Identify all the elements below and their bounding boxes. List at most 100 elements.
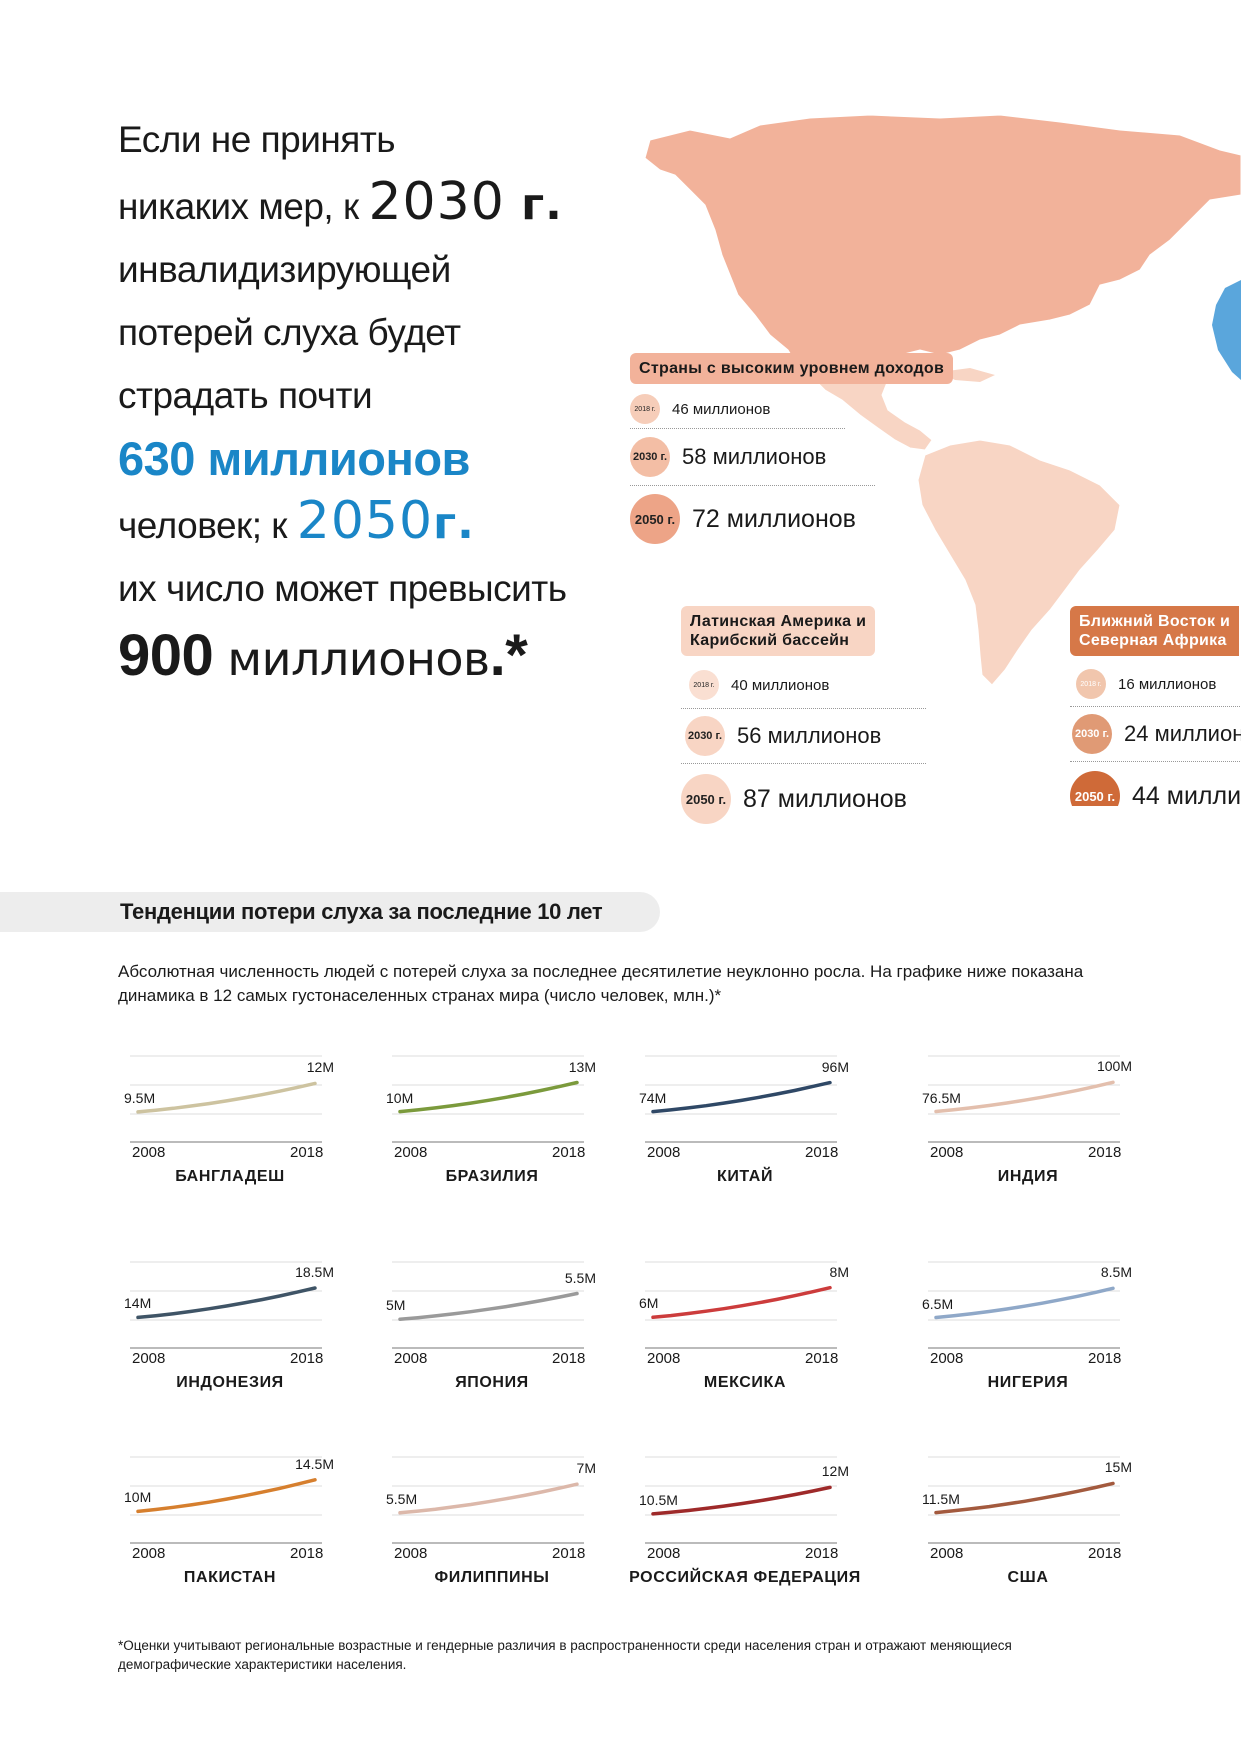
start-value-label: 10.5M [639, 1491, 678, 1508]
mini-chart-plot [928, 1261, 1120, 1349]
end-value-label: 8M [829, 1263, 849, 1280]
start-value-label: 5.5M [386, 1490, 418, 1507]
x-tick-label: 2008 [647, 1350, 681, 1367]
mini-chart-plot [928, 1456, 1120, 1544]
region-value: 56 миллионов [737, 723, 882, 748]
region-value: 16 миллионов [1118, 675, 1217, 693]
mini-chart-plot [928, 1055, 1120, 1143]
region-mena: Ближний Восток и Северная Африка 2018 г. … [1070, 606, 1241, 806]
region-value: 40 миллионов [731, 676, 830, 694]
start-value-label: 14M [124, 1295, 152, 1312]
series-line [398, 1291, 579, 1321]
headline-line-4: потерей слуха будет [118, 312, 461, 353]
year-bubble: 2030 г. [685, 716, 725, 756]
headline-line-8: их число может превысить [118, 568, 567, 609]
x-tick-label: 2018 [1088, 1144, 1122, 1161]
mini-chart-plot [392, 1261, 584, 1349]
mini-chart: 10M 14.5M 2008 2018 ПАКИСТАН [124, 1453, 334, 1593]
region-high-income: Страны с высоким уровнем доходов 2018 г.… [630, 353, 954, 552]
year-bubble: 2018 г. [689, 670, 719, 700]
region-title-line: Карибский бассейн [690, 632, 850, 649]
region-value: 87 миллионов [743, 784, 907, 813]
start-value-label: 76.5M [922, 1089, 961, 1106]
headline: Если не принять никаких мер, к 2030 г. и… [118, 108, 638, 695]
country-name: БАНГЛАДЕШ [175, 1168, 285, 1185]
region-title-line: Латинская Америка и [690, 613, 867, 630]
x-tick-label: 2018 [1088, 1350, 1122, 1367]
series-line [651, 1285, 832, 1320]
region-rows: 2018 г. 40 миллионов 2030 г. 56 миллионо… [681, 662, 926, 834]
mini-chart: 6M 8M 2008 2018 МЕКСИКА [639, 1258, 849, 1398]
country-name: ФИЛИППИНЫ [434, 1569, 550, 1586]
series-line [136, 1478, 317, 1514]
mini-chart: 10M 13M 2008 2018 БРАЗИЛИЯ [386, 1052, 596, 1192]
headline-year-2030: 2030 [368, 172, 505, 232]
headline-line-2: никаких мер, к 2030 г. [118, 171, 638, 238]
x-tick-label: 2008 [930, 1350, 964, 1367]
end-value-label: 14.5M [295, 1455, 334, 1472]
x-tick-label: 2008 [394, 1545, 428, 1562]
start-value-label: 6M [639, 1295, 659, 1312]
start-value-label: 9.5M [124, 1089, 156, 1106]
mini-chart-plot [392, 1055, 584, 1143]
mini-chart-plot [645, 1456, 837, 1544]
year-bubble: 2050 г. [681, 774, 731, 824]
x-tick-label: 2018 [805, 1350, 839, 1367]
headline-year-unit: г. [504, 179, 563, 230]
x-tick-label: 2018 [1088, 1545, 1122, 1562]
series-line [398, 1080, 579, 1114]
year-bubble: 2030 г. [1072, 714, 1112, 754]
mini-chart: 74M 96M 2008 2018 КИТАЙ [639, 1052, 849, 1192]
x-tick-label: 2018 [290, 1545, 324, 1562]
series-line [651, 1080, 832, 1114]
region-row-2030: 2030 г. 24 миллионов [1070, 707, 1241, 762]
end-value-label: 12M [821, 1463, 849, 1480]
end-value-label: 7M [576, 1460, 596, 1477]
region-row-2050: 2050 г. 87 миллионов [681, 764, 926, 834]
end-value-label: 18.5M [295, 1263, 334, 1280]
region-value: 24 миллионов [1124, 721, 1241, 746]
year-bubble: 2030 г. [630, 437, 670, 477]
x-tick-label: 2018 [290, 1144, 324, 1161]
x-tick-label: 2018 [552, 1545, 586, 1562]
series-line [136, 1286, 317, 1320]
region-title: Ближний Восток и Северная Африка [1070, 606, 1240, 656]
country-name: ИНДИЯ [997, 1168, 1059, 1185]
section-title: Тенденции потери слуха за последние 10 л… [120, 899, 603, 924]
headline-year-unit: г. [433, 498, 475, 549]
region-title: Латинская Америка и Карибский бассейн [681, 606, 876, 656]
region-row-2050: 2050 г. 72 миллионов [630, 486, 856, 552]
headline-630-million: 630 миллионов [118, 432, 470, 485]
region-rows: 2018 г. 46 миллионов 2030 г. 58 миллионо… [630, 390, 875, 552]
region-row-2050: 2050 г. 44 миллионов [1070, 762, 1241, 806]
end-value-label: 100M [1096, 1058, 1132, 1075]
end-value-label: 12M [306, 1059, 334, 1076]
series-line [934, 1286, 1115, 1320]
series-line [651, 1485, 832, 1516]
mini-chart-plot [130, 1261, 322, 1349]
region-row-2018: 2018 г. 46 миллионов [630, 390, 845, 429]
end-value-label: 8.5M [1100, 1264, 1132, 1281]
country-name: НИГЕРИЯ [987, 1374, 1069, 1391]
series-line [934, 1481, 1115, 1515]
region-title-line: Ближний Восток и [1079, 613, 1231, 630]
country-name: РОССИЙСКАЯ ФЕДЕРАЦИЯ [629, 1569, 861, 1586]
x-tick-label: 2008 [132, 1350, 166, 1367]
year-bubble: 2018 г. [1076, 669, 1106, 699]
region-title: Страны с высоким уровнем доходов [630, 353, 954, 384]
mini-chart-plot [645, 1055, 837, 1143]
map-africa-edge [1212, 280, 1241, 380]
start-value-label: 5M [386, 1297, 406, 1314]
mini-chart-plot [392, 1456, 584, 1544]
x-tick-label: 2008 [132, 1144, 166, 1161]
region-value: 58 миллионов [682, 444, 827, 469]
year-bubble: 2018 г. [630, 394, 660, 424]
map-caribbean [940, 368, 995, 382]
region-value: 44 миллионов [1132, 781, 1241, 807]
headline-line-5: страдать почти [118, 375, 373, 416]
mini-chart-plot [130, 1456, 322, 1544]
x-tick-label: 2008 [394, 1350, 428, 1367]
start-value-label: 11.5M [922, 1490, 960, 1507]
x-tick-label: 2018 [805, 1144, 839, 1161]
mini-chart: 14M 18.5M 2008 2018 ИНДОНЕЗИЯ [124, 1258, 334, 1398]
